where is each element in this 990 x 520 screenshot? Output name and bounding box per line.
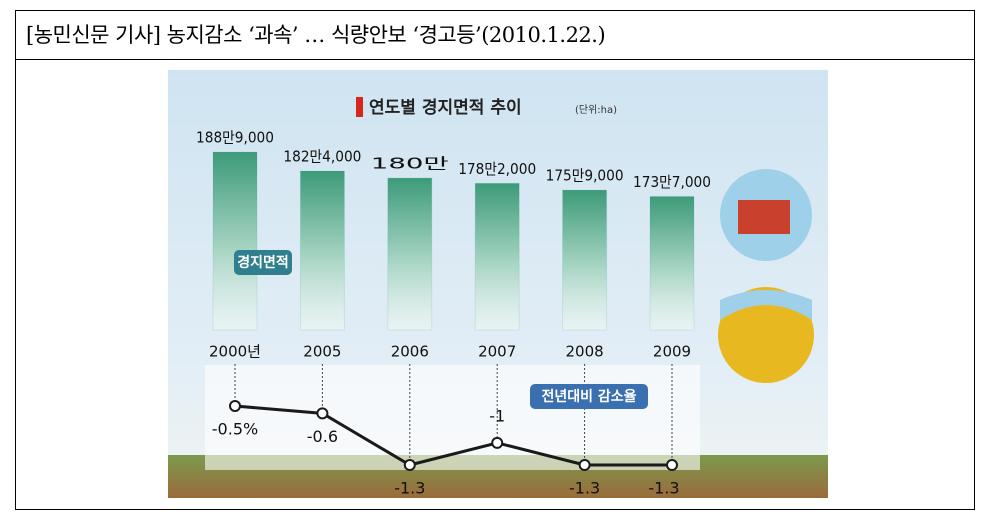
value-label: 188만9,000: [196, 129, 274, 147]
value-label: -1: [489, 406, 505, 425]
title-marker: [356, 97, 363, 117]
x-tick-label: 2007: [478, 343, 516, 361]
line-panel: [205, 365, 700, 470]
bar: [474, 182, 520, 331]
bar: [299, 170, 345, 331]
value-label: -1.3: [569, 479, 600, 498]
value-label: 182만4,000: [283, 148, 361, 166]
x-tick-label: 2005: [303, 343, 341, 361]
value-label: -0.6: [307, 427, 338, 446]
x-tick-label: 2006: [391, 343, 429, 361]
bar: [387, 177, 433, 331]
rice-sky: [720, 290, 812, 320]
x-tick-label: 2008: [566, 343, 604, 361]
value-label: 178만2,000: [458, 160, 536, 178]
factory-building: [738, 200, 790, 234]
value-label: 173만7,000: [633, 173, 711, 191]
bar: [562, 189, 608, 331]
bar: [212, 151, 258, 331]
legend-label: 전년대비 감소율: [541, 388, 636, 405]
point: [229, 400, 241, 412]
value-label: -1.3: [648, 479, 679, 498]
unit: (단위:ha): [575, 103, 617, 116]
point: [403, 459, 416, 471]
value-label: -1.3: [394, 479, 425, 498]
x-tick-label: 2009: [653, 343, 691, 361]
value-label: 175만9,000: [546, 167, 624, 185]
legend-label: 경지면적: [237, 254, 289, 271]
legend-box: [530, 384, 648, 409]
value-label: -0.5%: [212, 420, 258, 439]
chart-title: 연도별 경지면적 추이: [369, 98, 522, 118]
x-tick-label: 2000년: [209, 343, 261, 361]
point: [316, 407, 329, 420]
rice-icon: [718, 287, 814, 383]
line: [234, 404, 672, 467]
point: [491, 436, 504, 449]
point: [578, 459, 591, 471]
value-label: 180만: [371, 155, 449, 173]
bar: [649, 196, 695, 331]
article-table: [농민신문 기사] 농지감소 ‘과속’ … 식량안보 ‘경고등’(2010.1.…: [15, 10, 975, 510]
header-title: [농민신문 기사] 농지감소 ‘과속’ … 식량안보 ‘경고등’(2010.1.…: [16, 11, 974, 60]
point: [666, 459, 678, 471]
legend-box: [234, 250, 292, 275]
